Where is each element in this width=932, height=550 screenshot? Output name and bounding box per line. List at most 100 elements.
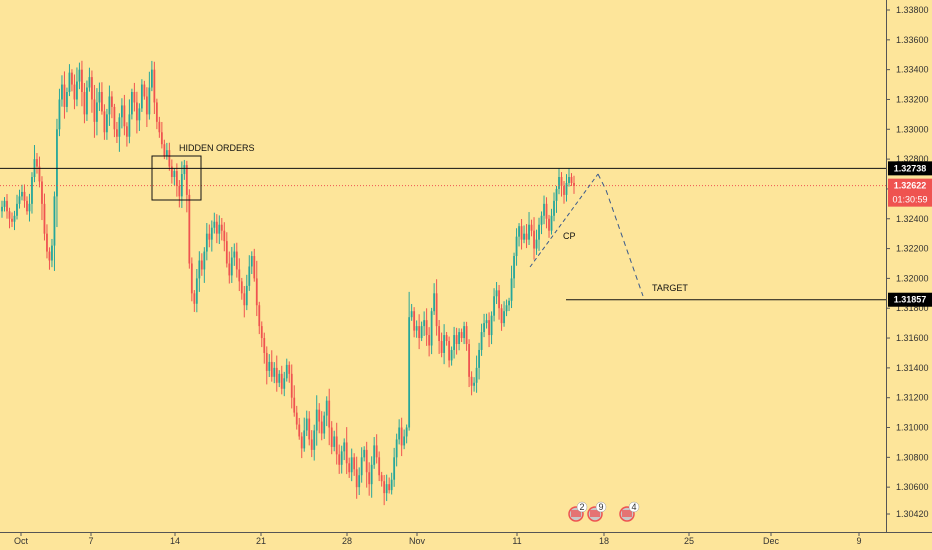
price-tick-label: 1.33000 (896, 124, 929, 134)
candle-body (168, 150, 171, 167)
candle-body (535, 239, 538, 249)
candle-body (133, 92, 136, 103)
candle-body (215, 221, 218, 234)
candle-body (76, 81, 78, 100)
candle-body (300, 436, 303, 449)
time-tick-label: 18 (599, 536, 609, 546)
candle-body (523, 233, 525, 240)
candle-body (275, 367, 278, 383)
candle-body (460, 332, 463, 339)
candle-body (453, 335, 456, 350)
candle-body (555, 188, 558, 201)
candle-body (111, 96, 113, 107)
candle-body (538, 224, 540, 240)
candle-body (31, 177, 33, 204)
candle-body (1, 206, 3, 212)
candle-body (448, 341, 451, 361)
candle-body (106, 114, 108, 133)
event-badge-3[interactable]: 4 (619, 501, 640, 522)
event-badge-2[interactable]: 9 (587, 501, 607, 522)
price-tick-label: 1.31400 (896, 363, 929, 373)
candle-body (260, 326, 263, 339)
candle-body (13, 215, 16, 222)
candle-body (73, 84, 76, 100)
candle-body (290, 373, 293, 398)
candle-body (248, 266, 251, 286)
drawings: HIDDEN ORDERS CP TARGET (0, 143, 886, 301)
price-tick-label: 1.30600 (896, 482, 929, 492)
candle-body (180, 174, 183, 197)
candle-body (330, 427, 333, 447)
candle-body (68, 72, 71, 93)
candle-body (273, 367, 276, 377)
candle-body (43, 203, 46, 234)
candle-body (6, 200, 8, 212)
time-tick-label: 28 (342, 536, 352, 546)
candle-body (223, 230, 226, 242)
candle-body (350, 457, 353, 473)
candle-body (553, 200, 555, 216)
time-tick-label: 11 (512, 536, 521, 546)
candle-body (505, 305, 508, 312)
candle-body (101, 92, 103, 112)
candle-body (310, 439, 313, 450)
price-axis[interactable]: 1.33800 1.33600 1.33400 1.33200 1.33000 1.328… (886, 5, 929, 519)
price-badge-current: 1.32622 01:30:59 (888, 178, 932, 207)
candle-body (513, 256, 515, 279)
candle-body (445, 335, 448, 342)
cp-trendline (529, 173, 599, 268)
candle-body (570, 177, 573, 183)
candle-body (173, 171, 176, 178)
candle-body (545, 203, 548, 219)
candle-body (298, 424, 301, 437)
price-tick-label: 1.31200 (896, 393, 929, 403)
candles (1, 60, 575, 506)
hidden-orders-box (151, 155, 202, 201)
candle-body (36, 159, 38, 167)
candle-body (425, 320, 428, 336)
candle-body (385, 484, 388, 494)
candle-body (343, 442, 346, 452)
event-badge-1[interactable]: 2 (568, 501, 588, 522)
candle-body (148, 87, 151, 115)
candle-body (313, 430, 316, 450)
candle-body (308, 418, 311, 440)
time-axis[interactable]: Oct 7 14 21 28 Nov 11 18 25 Dec 9 (14, 532, 862, 546)
candle-body (66, 92, 68, 107)
candle-body (165, 150, 168, 157)
candle-body (78, 69, 81, 82)
candle-body (338, 454, 341, 465)
candle-body (210, 227, 213, 240)
candle-body (243, 293, 246, 306)
candle-body (48, 251, 51, 261)
candle-body (408, 317, 411, 428)
candle-body (375, 445, 378, 458)
candle-body (8, 211, 11, 219)
candle-body (51, 245, 53, 261)
price-tick-label: 1.32400 (896, 214, 929, 224)
candle-body (455, 335, 458, 345)
candle-body (405, 427, 408, 437)
candle-body (163, 144, 166, 157)
price-badge-target: 1.31857 (888, 292, 932, 307)
candle-body (23, 191, 26, 201)
candle-body (388, 484, 391, 491)
candle-body (140, 84, 143, 109)
candle-body (153, 69, 156, 103)
candle-body (295, 412, 298, 425)
candle-body (503, 311, 505, 324)
price-tick-label: 1.30800 (896, 452, 929, 462)
candle-body (380, 475, 383, 482)
candle-body (355, 469, 358, 488)
price-tick-label: 1.31800 (896, 303, 929, 313)
candle-body (103, 111, 106, 133)
candle-body (155, 102, 158, 122)
countdown-text: 01:30:59 (892, 195, 927, 205)
candle-body (293, 397, 296, 413)
candle-body (515, 236, 518, 257)
candle-body (303, 430, 306, 449)
candle-body (203, 251, 206, 270)
candle-body (540, 215, 543, 225)
candle-body (358, 475, 361, 488)
